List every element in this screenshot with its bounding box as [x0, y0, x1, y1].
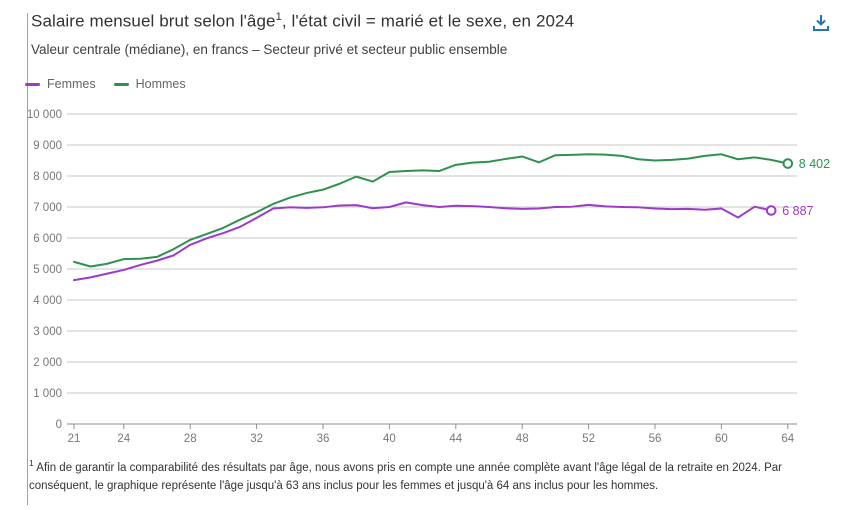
page-title: Salaire mensuel brut selon l'âge1, l'éta… [31, 11, 791, 32]
legend-swatch-hommes [113, 82, 129, 86]
legend-label: Hommes [135, 77, 186, 91]
x-tick-label: 52 [582, 433, 595, 445]
x-tick-label: 21 [68, 433, 81, 445]
chart-legend: Femmes Hommes [25, 77, 186, 91]
y-tick-label: 6 000 [33, 233, 62, 245]
y-tick-label: 1 000 [33, 388, 62, 400]
y-tick-label: 8 000 [33, 171, 62, 183]
title-main: Salaire mensuel brut selon l'âge [31, 11, 276, 31]
legend-item-hommes[interactable]: Hommes [113, 77, 186, 91]
y-tick-label: 10 000 [27, 109, 62, 121]
y-tick-label: 9 000 [33, 140, 62, 152]
x-tick-label: 32 [250, 433, 263, 445]
series-line-femmes [73, 201, 773, 282]
x-tick-label: 24 [117, 433, 130, 445]
salary-line-chart: 0 1 000 2 000 3 000 4 000 5 000 6 000 7 000 8 00… [27, 109, 830, 445]
x-tick-label: 36 [317, 433, 330, 445]
title-suffix: , l'état civil = marié et le sexe, en 20… [281, 11, 575, 31]
legend-item-femmes[interactable]: Femmes [25, 77, 96, 91]
end-value-label-hommes: 8 402 [799, 157, 830, 171]
y-tick-label: 5 000 [33, 264, 62, 276]
footnote: 1 Afin de garantir la comparabilité des … [29, 457, 829, 496]
y-tick-label: 4 000 [33, 295, 62, 307]
left-border-rule [27, 13, 28, 505]
x-tick-label: 60 [715, 433, 728, 445]
x-tick-label: 40 [383, 433, 396, 445]
y-tick-label: 7 000 [33, 202, 62, 214]
y-tick-label: 0 [56, 419, 62, 431]
x-tick-label: 56 [649, 433, 662, 445]
title-footnote-marker: 1 [275, 11, 282, 23]
footnote-text: Afin de garantir la comparabilité des ré… [29, 461, 782, 493]
x-tick-label: 44 [449, 433, 462, 445]
end-marker-femmes [765, 205, 777, 216]
end-value-label-femmes: 6 887 [782, 204, 813, 218]
x-tick-label: 64 [781, 433, 794, 445]
y-tick-label: 2 000 [33, 357, 62, 369]
download-icon [813, 15, 829, 31]
x-tick-label: 48 [516, 433, 529, 445]
footnote-marker: 1 [29, 458, 34, 468]
legend-label: Femmes [47, 77, 96, 91]
y-tick-label: 3 000 [33, 326, 62, 338]
x-tick-label: 28 [184, 433, 197, 445]
end-marker-hommes [782, 158, 794, 169]
chart-subtitle: Valeur centrale (médiane), en francs – S… [31, 42, 508, 57]
legend-swatch-femmes [25, 82, 40, 86]
download-button[interactable] [808, 11, 834, 37]
series-line-hommes [73, 153, 789, 268]
